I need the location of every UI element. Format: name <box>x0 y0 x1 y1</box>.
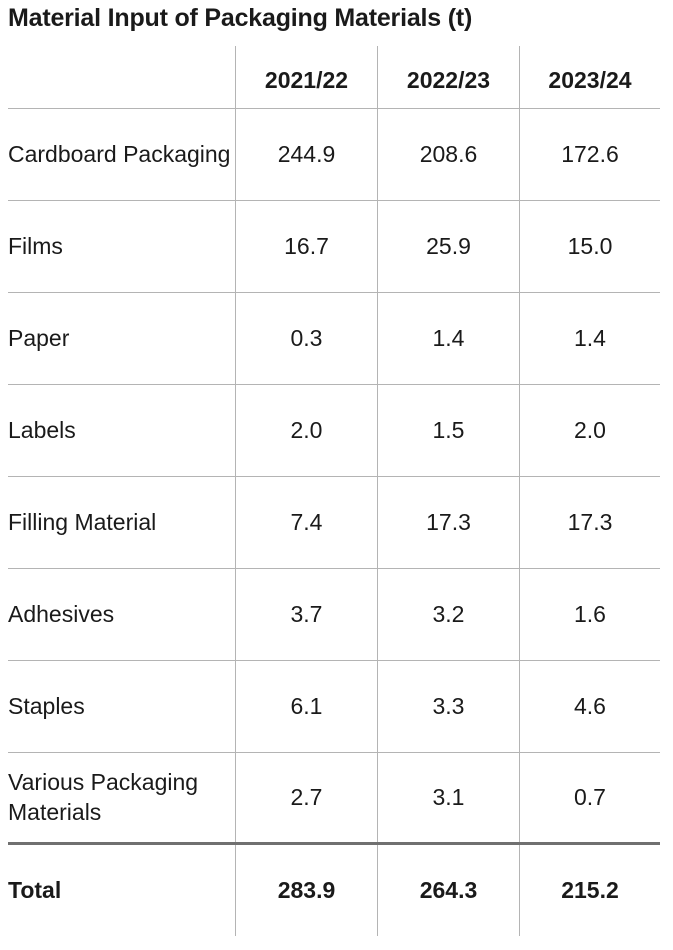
table-cell: 0.7 <box>519 753 660 842</box>
table-cell: 3.7 <box>235 569 377 660</box>
table-cell: 244.9 <box>235 109 377 200</box>
column-header: 2021/22 <box>235 46 377 108</box>
row-label: Films <box>8 232 63 259</box>
table-row: Cardboard Packaging 244.9 208.6 172.6 <box>8 109 660 201</box>
row-label: Cardboard Packaging <box>8 140 231 167</box>
table-cell: 2.0 <box>519 385 660 476</box>
table-cell: 16.7 <box>235 201 377 292</box>
table-cell: 2.7 <box>235 753 377 842</box>
row-label: Various Packaging Materials <box>8 768 199 825</box>
table-cell: 6.1 <box>235 661 377 752</box>
column-header: 2022/23 <box>377 46 519 108</box>
row-label: Labels <box>8 416 76 443</box>
table-row: Various Packaging Materials 2.7 3.1 0.7 <box>8 753 660 845</box>
total-cell: 215.2 <box>519 845 660 936</box>
table-cell: 15.0 <box>519 201 660 292</box>
total-cell: 283.9 <box>235 845 377 936</box>
table-cell: 172.6 <box>519 109 660 200</box>
table-row: Adhesives 3.7 3.2 1.6 <box>8 569 660 661</box>
table-cell: 1.4 <box>519 293 660 384</box>
table-cell: 25.9 <box>377 201 519 292</box>
header-empty-cell <box>8 46 235 108</box>
table-header-row: 2021/22 2022/23 2023/24 <box>8 46 660 109</box>
table-cell: 3.2 <box>377 569 519 660</box>
table-cell: 17.3 <box>377 477 519 568</box>
total-label: Total <box>8 876 62 903</box>
table-title: Material Input of Packaging Materials (t… <box>8 4 473 32</box>
table-cell: 3.3 <box>377 661 519 752</box>
table-cell: 3.1 <box>377 753 519 842</box>
table-row: Labels 2.0 1.5 2.0 <box>8 385 660 477</box>
table-row: Filling Material 7.4 17.3 17.3 <box>8 477 660 569</box>
table-cell: 0.3 <box>235 293 377 384</box>
table-cell: 17.3 <box>519 477 660 568</box>
row-label: Paper <box>8 324 70 351</box>
table-cell: 2.0 <box>235 385 377 476</box>
table-cell: 1.5 <box>377 385 519 476</box>
table-cell: 7.4 <box>235 477 377 568</box>
column-header: 2023/24 <box>519 46 660 108</box>
total-row: Total 283.9 264.3 215.2 <box>8 845 660 936</box>
table-cell: 1.4 <box>377 293 519 384</box>
table-row: Staples 6.1 3.3 4.6 <box>8 661 660 753</box>
row-label: Filling Material <box>8 508 157 535</box>
total-cell: 264.3 <box>377 845 519 936</box>
packaging-materials-table: 2021/22 2022/23 2023/24 Cardboard Packag… <box>8 46 660 936</box>
table-row: Paper 0.3 1.4 1.4 <box>8 293 660 385</box>
row-label: Staples <box>8 692 85 719</box>
table-row: Films 16.7 25.9 15.0 <box>8 201 660 293</box>
table-cell: 208.6 <box>377 109 519 200</box>
table-cell: 4.6 <box>519 661 660 752</box>
table-cell: 1.6 <box>519 569 660 660</box>
row-label: Adhesives <box>8 600 115 627</box>
